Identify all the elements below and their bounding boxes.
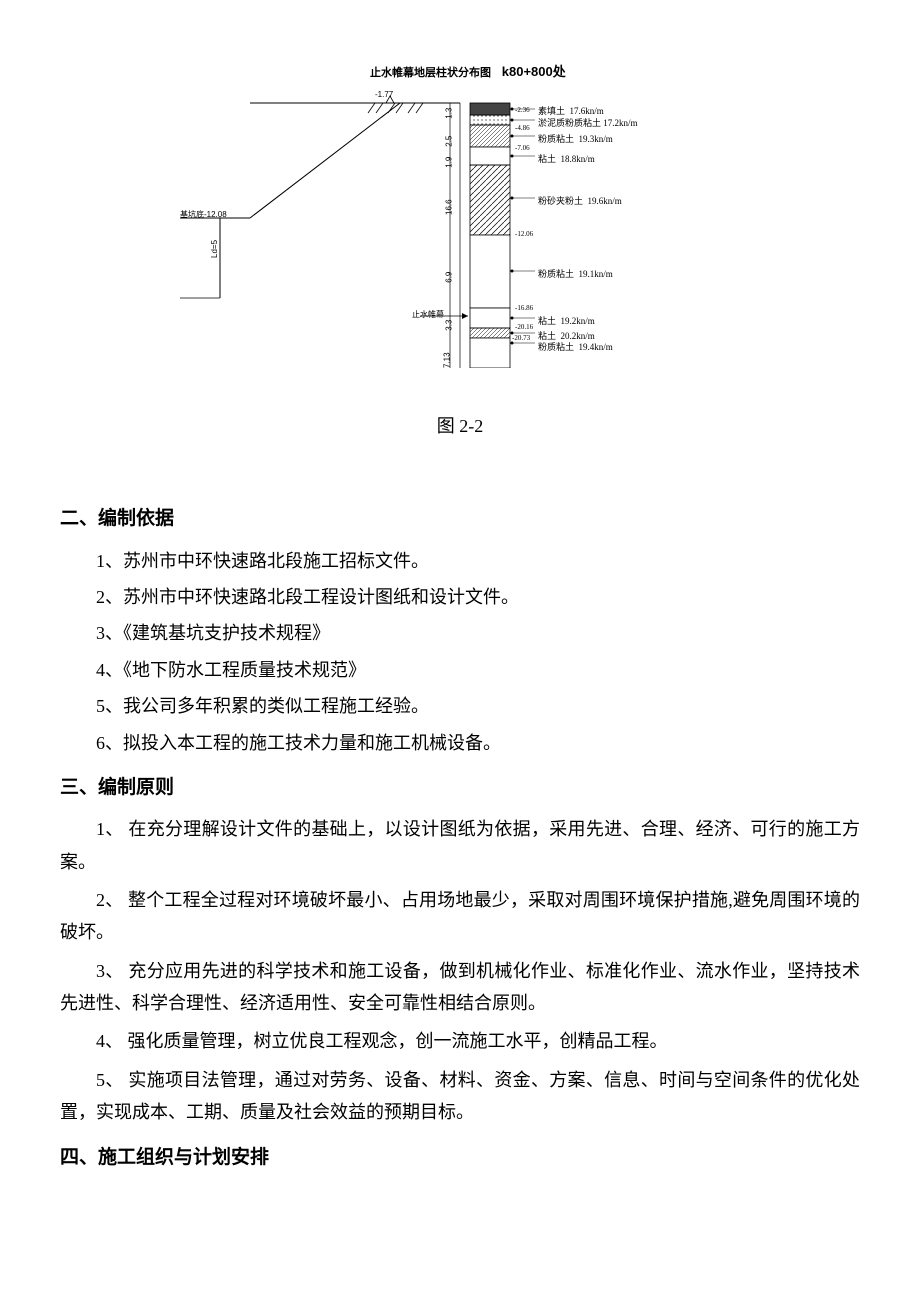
figure-caption: 图 2-2 xyxy=(60,410,860,442)
paragraph: 5、 实施项目法管理，通过对劳务、设备、材料、资金、方案、信息、时间与空间条件的… xyxy=(60,1064,860,1129)
paragraph: 1、 在充分理解设计文件的基础上，以设计图纸为依据，采用先进、合理、经济、可行的… xyxy=(60,813,860,878)
layer-8: 粉质粘土 19.4kn/m xyxy=(538,339,613,355)
list-item: 2、苏州市中环快速路北段工程设计图纸和设计文件。 xyxy=(96,581,860,613)
layer-1: 淤泥质粉质粘土 17.2kn/m xyxy=(538,115,638,131)
layer-5: 粉质粘土 19.1kn/m xyxy=(538,266,613,282)
layer-6: 粘土 19.2kn/m xyxy=(538,313,595,329)
top-elevation: -1.77 xyxy=(375,88,393,102)
list-item: 6、拟投入本工程的施工技术力量和施工机械设备。 xyxy=(96,727,860,759)
diagram-title-code: k80+800处 xyxy=(502,64,566,79)
h-label-3: 1.9 xyxy=(442,157,456,168)
list-item: 4、《地下防水工程质量技术规范》 xyxy=(96,654,860,686)
h-label-6: 3.3 xyxy=(442,320,456,331)
elev-5: -12.06 xyxy=(515,228,533,241)
paragraph: 4、 强化质量管理，树立优良工程观念，创一流施工水平，创精品工程。 xyxy=(60,1025,860,1057)
h-label-5: 6.9 xyxy=(442,272,456,283)
h-label-4: 16.6 xyxy=(443,199,457,215)
list-item: 3、《建筑基坑支护技术规程》 xyxy=(96,617,860,649)
pile-bottom-label: 止水帷幕 xyxy=(412,308,444,322)
soil-column-diagram: 止水帷幕地层柱状分布图 k80+800处 xyxy=(180,60,740,370)
list-item: 1、苏州市中环快速路北段施工招标文件。 xyxy=(96,545,860,577)
section-3-heading: 三、编制原则 xyxy=(60,771,860,805)
section-4-heading: 四、施工组织与计划安排 xyxy=(60,1141,860,1175)
ld-label: Ld=5 xyxy=(208,240,222,258)
list-item: 5、我公司多年积累的类似工程施工经验。 xyxy=(96,690,860,722)
layer-3: 粘土 18.8kn/m xyxy=(538,151,595,167)
bottom-dim: 7.13 xyxy=(441,352,455,368)
layer-2: 粉质粘土 19.3kn/m xyxy=(538,131,613,147)
elev-4: -7.06 xyxy=(515,142,530,155)
elev-6: -16.86 xyxy=(515,302,533,315)
h-label-0: 1.3 xyxy=(442,108,456,119)
paragraph: 3、 充分应用先进的科学技术和施工设备，做到机械化作业、标准化作业、流水作业，坚… xyxy=(60,955,860,1020)
paragraph: 2、 整个工程全过程对环境破坏最小、占用场地最少，采取对周围环境保护措施,避免周… xyxy=(60,884,860,949)
excavation-bottom-label: 基坑底-12.08 xyxy=(180,208,227,222)
elev-8: -20.73 xyxy=(512,332,530,345)
elev-2: -2.36 xyxy=(515,104,530,117)
layer-4: 粉砂夹粉土 19.6kn/m xyxy=(538,193,622,209)
diagram-svg xyxy=(180,78,740,368)
h-label-2: 2.5 xyxy=(442,136,456,147)
section-2-heading: 二、编制依据 xyxy=(60,502,860,536)
elev-3: -4.86 xyxy=(515,122,530,135)
